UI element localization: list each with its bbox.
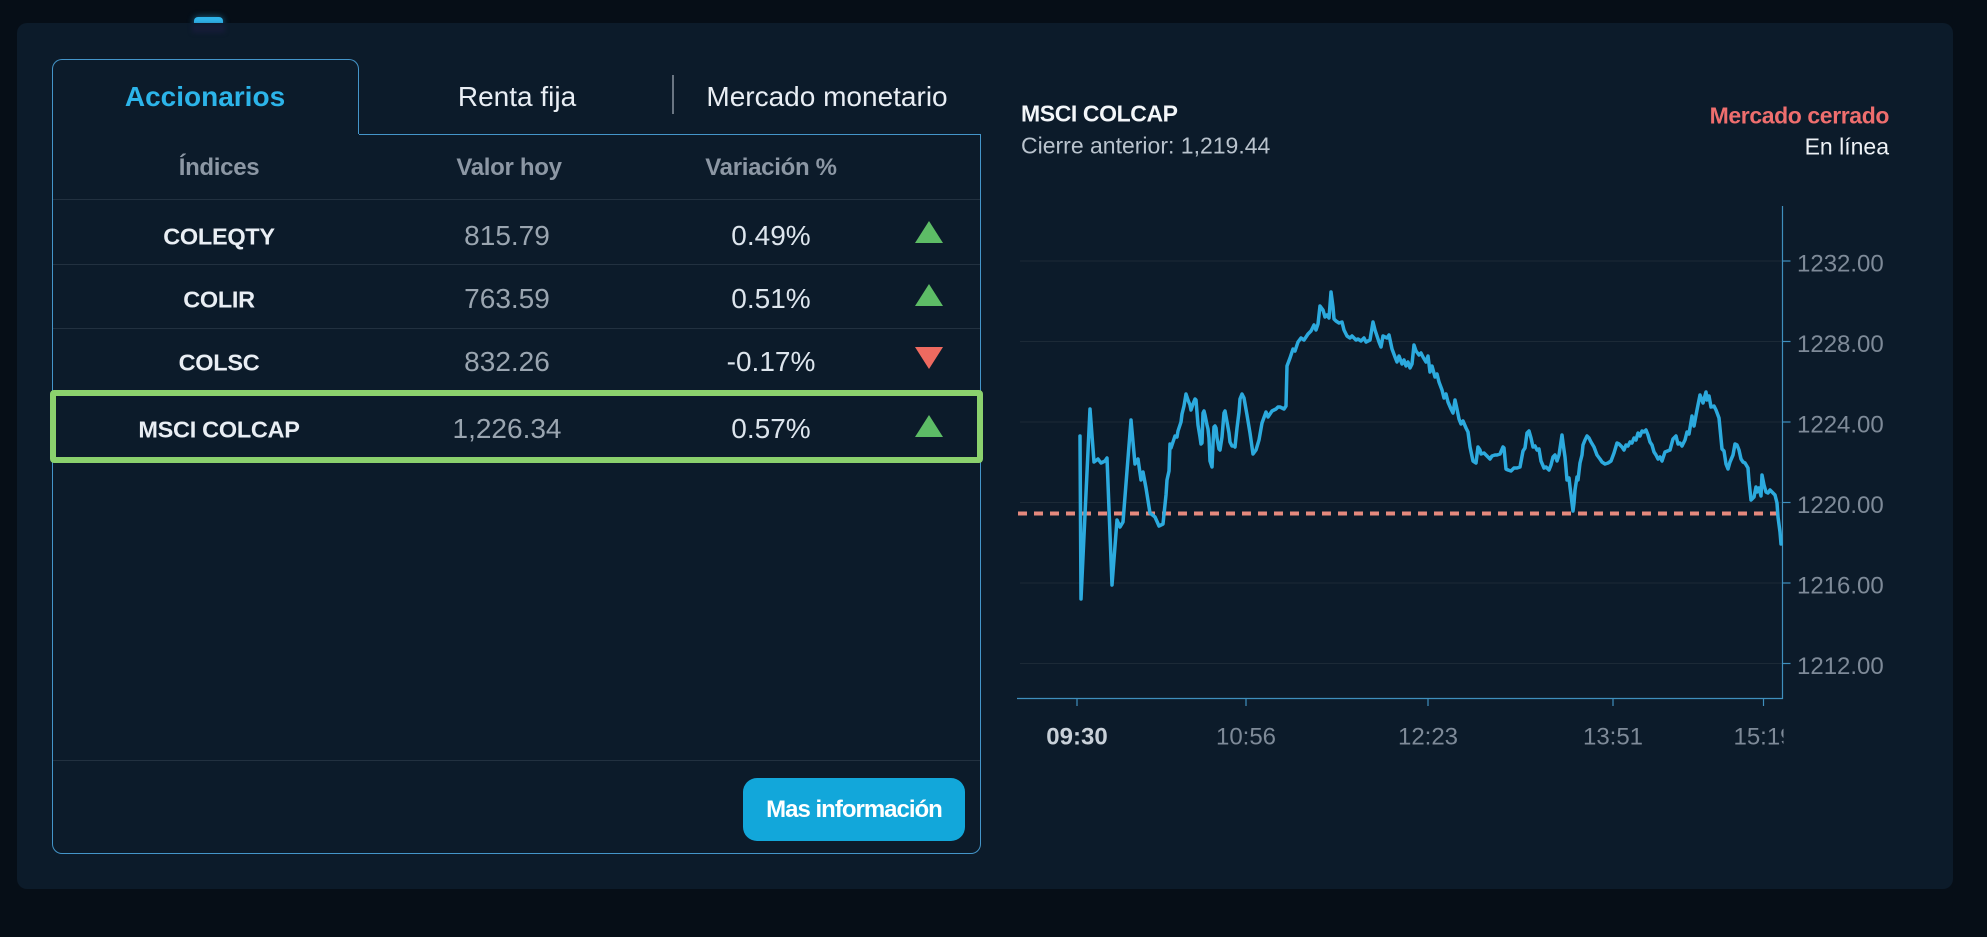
svg-text:1216.00: 1216.00 <box>1797 573 1884 600</box>
svg-text:1228.00: 1228.00 <box>1797 331 1884 358</box>
svg-text:15:19: 15:19 <box>1733 724 1793 751</box>
svg-text:10:56: 10:56 <box>1216 724 1276 751</box>
svg-text:09:30: 09:30 <box>1046 724 1107 751</box>
svg-text:1212.00: 1212.00 <box>1797 653 1884 680</box>
svg-text:13:51: 13:51 <box>1583 724 1643 751</box>
svg-text:1224.00: 1224.00 <box>1797 412 1884 439</box>
svg-text:1232.00: 1232.00 <box>1797 251 1884 278</box>
svg-text:1220.00: 1220.00 <box>1797 492 1884 519</box>
svg-text:12:23: 12:23 <box>1398 724 1458 751</box>
